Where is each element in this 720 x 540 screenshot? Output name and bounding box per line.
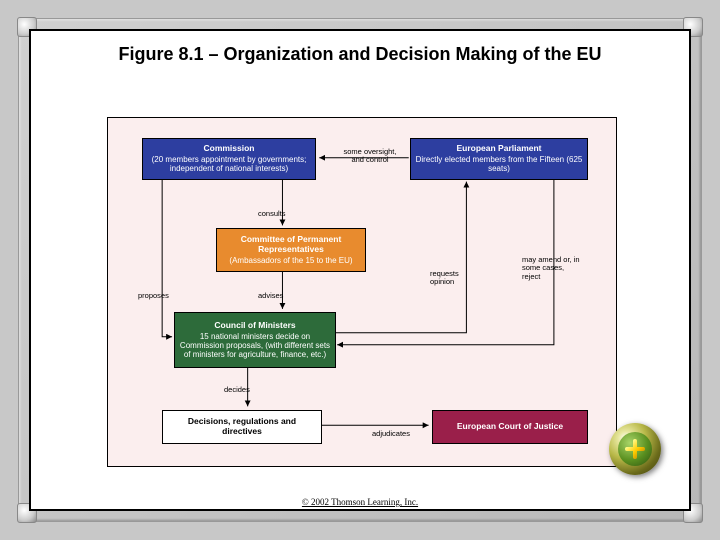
edge-label: decides xyxy=(224,386,250,394)
edge-label: proposes xyxy=(138,292,169,300)
edge-label: requests opinion xyxy=(430,270,470,287)
node-title: Commission xyxy=(147,144,311,154)
plus-icon xyxy=(609,423,661,475)
node-court: European Court of Justice xyxy=(432,410,588,444)
node-subtitle: (20 members appointment by governments; … xyxy=(147,155,311,173)
node-committee: Committee of Permanent Representatives (… xyxy=(216,228,366,272)
edge-label: may amend or, in some cases, reject xyxy=(522,256,582,281)
zoom-plus-button[interactable] xyxy=(609,423,661,475)
node-commission: Commission (20 members appointment by go… xyxy=(142,138,316,180)
node-title: Committee of Permanent Representatives xyxy=(221,235,361,255)
edge-label: advises xyxy=(258,292,283,300)
edge-label: adjudicates xyxy=(372,430,410,438)
node-title: Council of Ministers xyxy=(179,321,331,331)
node-parliament: European Parliament Directly elected mem… xyxy=(410,138,588,180)
slide-inner-frame: Figure 8.1 – Organization and Decision M… xyxy=(29,29,691,511)
figure-title: Figure 8.1 – Organization and Decision M… xyxy=(31,31,689,70)
node-title: European Court of Justice xyxy=(437,422,583,432)
node-decisions: Decisions, regulations and directives xyxy=(162,410,322,444)
node-subtitle: (Ambassadors of the 15 to the EU) xyxy=(221,256,361,265)
flowchart-canvas: Commission (20 members appointment by go… xyxy=(107,117,617,467)
edge-label: some oversight, and control xyxy=(340,148,400,165)
copyright-text: © 2002 Thomson Learning, Inc. xyxy=(31,497,689,507)
node-subtitle: Directly elected members from the Fiftee… xyxy=(415,155,583,173)
node-council: Council of Ministers 15 national ministe… xyxy=(174,312,336,368)
node-title: Decisions, regulations and directives xyxy=(167,417,317,437)
node-title: European Parliament xyxy=(415,144,583,154)
edge-label: consults xyxy=(258,210,286,218)
slide-outer-frame: Figure 8.1 – Organization and Decision M… xyxy=(18,18,702,522)
node-subtitle: 15 national ministers decide on Commissi… xyxy=(179,332,331,360)
